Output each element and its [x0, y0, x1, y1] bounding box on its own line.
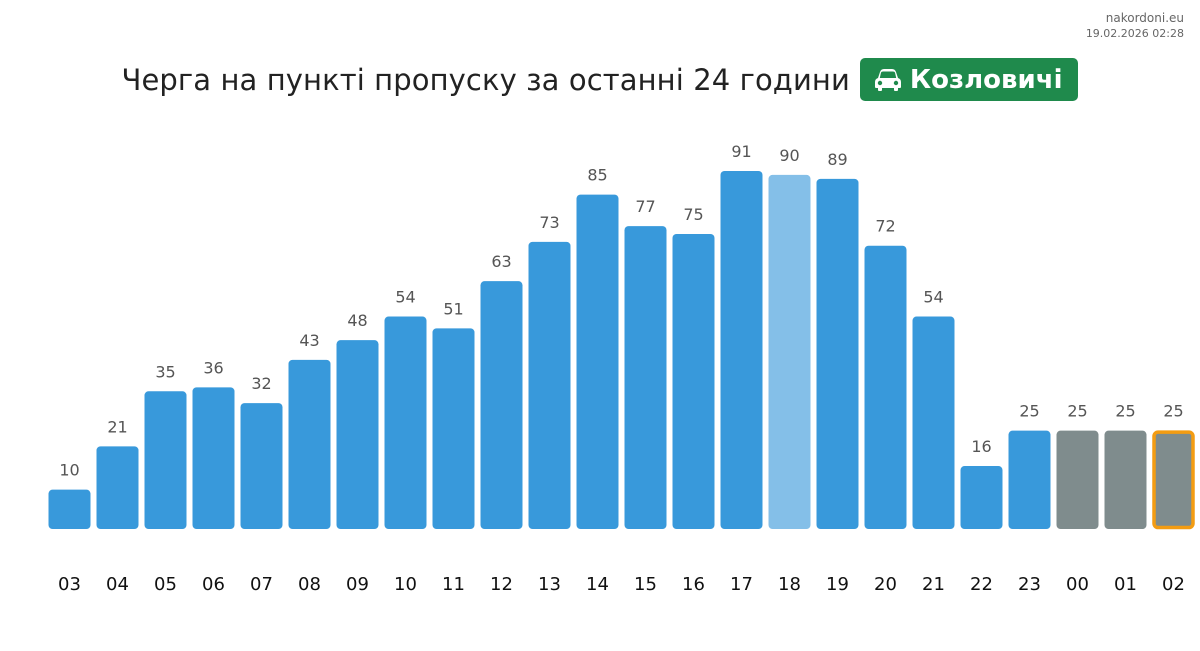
- value-label-06: 36: [203, 358, 223, 377]
- value-label-05: 35: [155, 362, 175, 381]
- bar-12: [480, 281, 523, 529]
- bar-10: [384, 316, 427, 529]
- value-label-04: 21: [107, 417, 127, 436]
- bar-22: [960, 466, 1003, 529]
- x-tick-label-17: 17: [730, 574, 753, 595]
- x-tick-label-16: 16: [682, 574, 705, 595]
- bar-11: [432, 328, 475, 529]
- value-label-10: 54: [395, 288, 415, 307]
- bar-06: [192, 387, 235, 529]
- x-tick-label-19: 19: [826, 574, 849, 595]
- bar-09: [336, 340, 379, 529]
- value-label-22: 16: [971, 437, 991, 456]
- value-label-11: 51: [443, 299, 463, 318]
- value-label-01: 25: [1115, 402, 1135, 421]
- x-tick-label-08: 08: [298, 574, 321, 595]
- x-tick-label-10: 10: [394, 574, 417, 595]
- x-tick-label-07: 07: [250, 574, 273, 595]
- bar-05: [144, 391, 187, 529]
- checkpoint-badge: Козловичі: [859, 58, 1079, 101]
- source-site: nakordoni.eu: [1105, 11, 1184, 25]
- value-label-00: 25: [1067, 402, 1087, 421]
- x-tick-label-14: 14: [586, 574, 609, 595]
- x-tick-label-12: 12: [490, 574, 513, 595]
- x-tick-label-18: 18: [778, 574, 801, 595]
- x-tick-label-05: 05: [154, 574, 177, 595]
- bar-07: [240, 403, 283, 529]
- x-tick-label-13: 13: [538, 574, 561, 595]
- value-label-18: 90: [779, 146, 799, 165]
- bar-14: [576, 194, 619, 529]
- x-tick-label-15: 15: [634, 574, 657, 595]
- value-label-12: 63: [491, 252, 511, 271]
- value-label-09: 48: [347, 311, 367, 330]
- bar-20: [864, 245, 907, 529]
- bar-16: [672, 233, 715, 529]
- value-label-07: 32: [251, 374, 271, 393]
- x-tick-label-02: 02: [1162, 574, 1185, 595]
- value-label-03: 10: [59, 461, 79, 480]
- bar-18: [768, 174, 811, 529]
- x-tick-label-01: 01: [1114, 574, 1137, 595]
- bar-23: [1008, 430, 1051, 529]
- x-tick-label-21: 21: [922, 574, 945, 595]
- value-label-13: 73: [539, 213, 559, 232]
- value-label-08: 43: [299, 331, 319, 350]
- bar-03: [48, 489, 91, 529]
- value-label-23: 25: [1019, 402, 1039, 421]
- bar-17: [720, 171, 763, 529]
- value-label-21: 54: [923, 288, 943, 307]
- x-tick-label-06: 06: [202, 574, 225, 595]
- bar-04: [96, 446, 139, 529]
- x-tick-label-22: 22: [970, 574, 993, 595]
- bar-08: [288, 359, 331, 529]
- value-label-02: 25: [1163, 402, 1183, 421]
- value-label-20: 72: [875, 217, 895, 236]
- bar-13: [528, 241, 571, 530]
- value-label-16: 75: [683, 205, 703, 224]
- x-tick-label-04: 04: [106, 574, 129, 595]
- bar-00: [1056, 430, 1099, 529]
- checkpoint-name: Козловичі: [909, 64, 1063, 95]
- x-tick-label-00: 00: [1066, 574, 1089, 595]
- bar-19: [816, 178, 859, 529]
- x-tick-label-20: 20: [874, 574, 897, 595]
- x-tick-label-03: 03: [58, 574, 81, 595]
- bar-15: [624, 226, 667, 530]
- bar-21: [912, 316, 955, 529]
- x-tick-label-23: 23: [1018, 574, 1041, 595]
- chart-header: Черга на пункті пропуску за останні 24 г…: [0, 58, 1200, 101]
- value-label-14: 85: [587, 166, 607, 185]
- x-tick-label-11: 11: [442, 574, 465, 595]
- bar-01: [1104, 430, 1147, 529]
- source-datetime: 19.02.2026 02:28: [1085, 27, 1184, 40]
- value-label-17: 91: [731, 142, 751, 161]
- x-tick-label-09: 09: [346, 574, 369, 595]
- source-info: nakordoni.eu 19.02.2026 02:28: [1086, 10, 1184, 42]
- chart-title: Черга на пункті пропуску за останні 24 г…: [121, 62, 850, 97]
- value-label-15: 77: [635, 197, 655, 216]
- value-label-19: 89: [827, 150, 847, 169]
- car-icon: [874, 68, 901, 91]
- bar-02: [1152, 430, 1195, 530]
